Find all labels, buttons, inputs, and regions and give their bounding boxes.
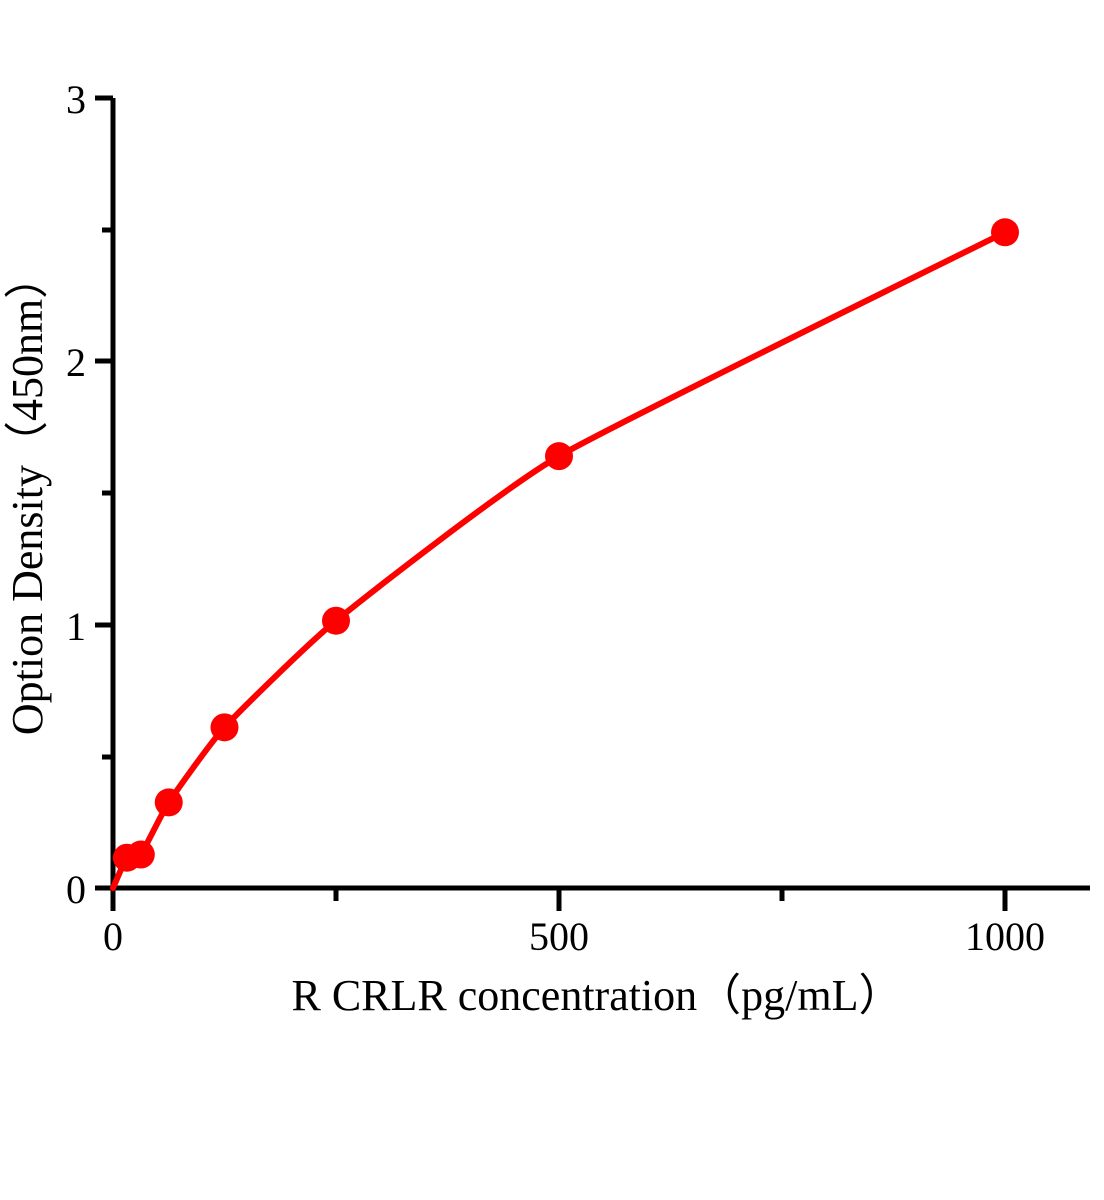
y-tick-label-2: 2	[66, 340, 86, 385]
x-tick-label-500: 500	[529, 914, 589, 959]
data-point-marker	[545, 442, 573, 471]
x-tick-label-1000: 1000	[965, 914, 1045, 959]
y-tick-label-1: 1	[66, 604, 86, 649]
y-tick-label-0: 0	[66, 867, 86, 912]
data-point-marker	[126, 840, 155, 869]
data-point-marker	[154, 788, 183, 817]
series-line-r-crlr	[110, 229, 1008, 891]
data-point-marker	[322, 606, 350, 635]
series-markers-group	[112, 218, 1019, 872]
data-point-marker	[210, 713, 239, 742]
y-tick-label-3: 3	[66, 77, 86, 122]
y-axis-title: Option Density（450nm）	[3, 255, 52, 735]
x-axis-title: R CRLR concentration（pg/mL）	[291, 971, 902, 1020]
x-tick-label-0: 0	[103, 914, 123, 959]
data-point-marker	[991, 218, 1019, 247]
